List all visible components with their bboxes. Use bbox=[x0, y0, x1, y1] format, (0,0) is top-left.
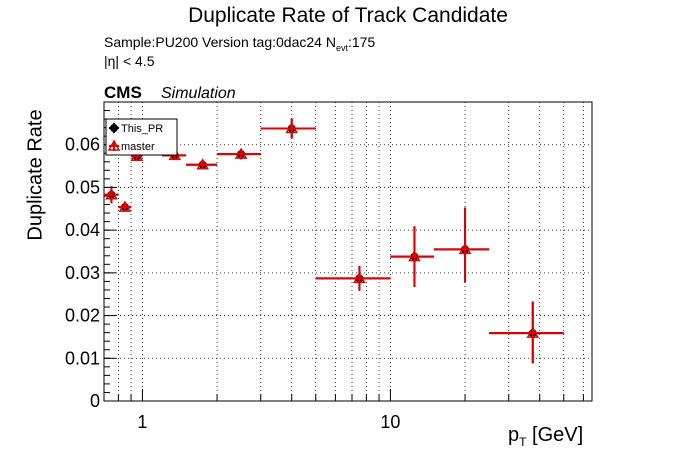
x-axis-label-unit: [GeV] bbox=[526, 424, 584, 446]
data-point-marker bbox=[526, 326, 540, 338]
series-master bbox=[104, 118, 564, 364]
data-point-marker bbox=[458, 242, 472, 255]
y-tick-label: 0.03 bbox=[65, 263, 100, 283]
data-point-marker bbox=[285, 121, 298, 134]
data-marks bbox=[104, 118, 564, 364]
y-tick-label: 0.06 bbox=[65, 135, 100, 155]
tick-labels: 0 0.01 0.02 0.03 0.04 0.05 0.06 1 10 bbox=[65, 135, 400, 432]
data-point-marker bbox=[105, 188, 118, 200]
legend-entry-label: master bbox=[121, 141, 155, 153]
x-axis-label-subscript: T bbox=[519, 435, 527, 449]
data-point-marker bbox=[196, 158, 209, 170]
x-tick-label: 1 bbox=[137, 412, 147, 432]
plot-frame bbox=[103, 101, 593, 402]
legend-entry-label: This_PR bbox=[121, 123, 163, 135]
data-point-marker bbox=[118, 200, 132, 212]
data-point-marker bbox=[353, 271, 366, 284]
chart-title: Duplicate Rate of Track Candidate bbox=[188, 4, 508, 27]
y-tick-label: 0.04 bbox=[65, 220, 100, 240]
data-point-marker bbox=[130, 149, 144, 161]
sample-info-prefix: Sample:PU200 Version tag:0dac24 N bbox=[104, 34, 336, 50]
sample-info-suffix: :175 bbox=[347, 34, 376, 50]
data-point-marker bbox=[408, 250, 421, 262]
legend-marker bbox=[107, 139, 121, 151]
y-tick-label: 0.02 bbox=[65, 306, 100, 326]
y-tick-label: 0 bbox=[90, 391, 100, 411]
x-axis-label: pT [GeV] bbox=[508, 424, 583, 449]
legend-marker bbox=[110, 124, 118, 132]
y-tick-label: 0.05 bbox=[65, 177, 100, 197]
cms-label: CMS bbox=[104, 83, 142, 102]
y-tick-label: 0.01 bbox=[65, 348, 100, 368]
simulation-label: Simulation bbox=[161, 85, 236, 102]
x-axis-label-main: p bbox=[508, 424, 520, 446]
x-tick-label: 10 bbox=[380, 412, 400, 432]
data-point-marker bbox=[234, 147, 248, 159]
grid-lines bbox=[103, 102, 592, 401]
sample-info: Sample:PU200 Version tag:0dac24 Nevt:175 bbox=[104, 34, 375, 53]
eta-cut-label: |η| < 4.5 bbox=[104, 53, 155, 69]
sample-info-subscript: evt bbox=[335, 42, 348, 53]
